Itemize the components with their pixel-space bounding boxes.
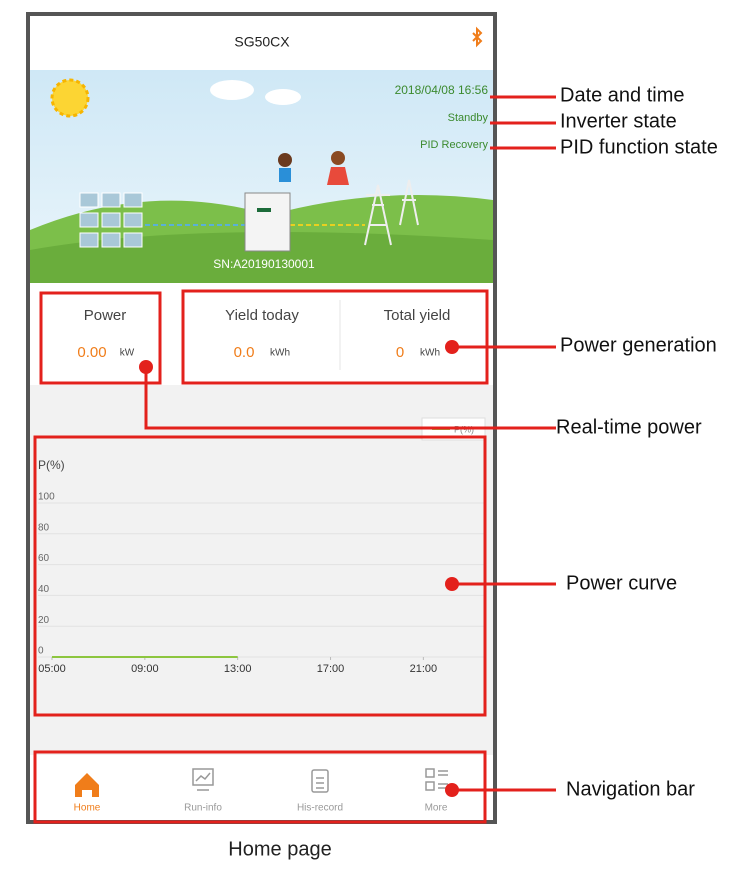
annotation-label: Date and time xyxy=(560,84,685,106)
annotation-label: Inverter state xyxy=(560,110,677,132)
annotation-dot xyxy=(445,340,459,354)
child-figure xyxy=(279,168,291,182)
sun xyxy=(52,80,88,116)
annotation-label: Real-time power xyxy=(556,416,702,438)
y-tick-label: 100 xyxy=(38,492,55,503)
annotation-label: Navigation bar xyxy=(566,778,695,800)
x-tick-label: 09:00 xyxy=(131,663,159,675)
inverter-state: Standby xyxy=(448,112,489,124)
child-figure xyxy=(278,153,292,167)
annotation-label: PID function state xyxy=(560,136,718,158)
date-time: 2018/04/08 16:56 xyxy=(395,83,489,97)
annotation-dot xyxy=(445,577,459,591)
stat-value: 0 xyxy=(396,344,404,361)
cloud xyxy=(265,89,301,105)
stat-unit: kW xyxy=(120,348,135,359)
annotation-dot xyxy=(139,360,153,374)
x-tick-label: 21:00 xyxy=(410,663,438,675)
nav-item[interactable]: His-record xyxy=(297,803,343,814)
annotation-dot xyxy=(445,783,459,797)
child-figure xyxy=(331,151,345,165)
serial-number: SN:A20190130001 xyxy=(213,257,315,271)
annotation-label: Power curve xyxy=(566,572,677,594)
stat-label: Yield today xyxy=(225,307,299,324)
inverter xyxy=(245,193,290,251)
y-tick-label: 20 xyxy=(38,615,50,626)
cloud xyxy=(210,80,254,100)
stat-unit: kWh xyxy=(420,348,440,359)
inverter-display xyxy=(257,208,271,212)
stats-panel xyxy=(30,283,493,385)
app-title: SG50CX xyxy=(234,34,290,50)
x-tick-label: 17:00 xyxy=(317,663,345,675)
x-tick-label: 05:00 xyxy=(38,663,66,675)
x-tick-label: 13:00 xyxy=(224,663,252,675)
y-tick-label: 60 xyxy=(38,553,50,564)
y-tick-label: 80 xyxy=(38,522,50,533)
pid-state: PID Recovery xyxy=(420,139,488,151)
y-tick-label: 0 xyxy=(38,646,44,657)
stat-unit: kWh xyxy=(270,348,290,359)
annotation-label: Power generation xyxy=(560,334,717,356)
solar-panels xyxy=(80,193,142,247)
y-tick-label: 40 xyxy=(38,584,50,595)
stat-value: 0.00 xyxy=(77,344,106,361)
y-axis-label: P(%) xyxy=(38,458,65,472)
nav-item[interactable]: Run-info xyxy=(184,803,222,814)
page: SG50CX 2018/04/08 16:56 Standby PID Reco… xyxy=(0,0,752,869)
nav-item[interactable]: Home xyxy=(74,803,101,814)
stat-value: 0.0 xyxy=(234,344,255,361)
nav-item[interactable]: More xyxy=(425,803,448,814)
stat-label: Power xyxy=(84,307,127,324)
stat-label: Total yield xyxy=(384,307,451,324)
caption: Home page xyxy=(228,838,331,860)
